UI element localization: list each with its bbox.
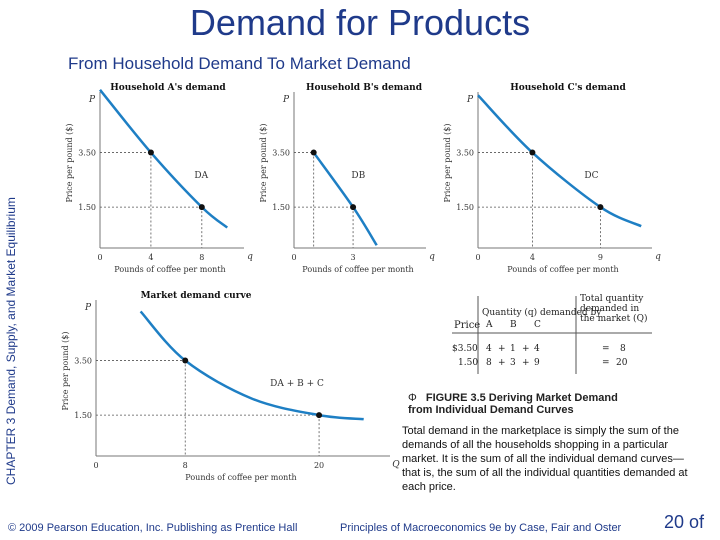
curve-label: DB xyxy=(351,171,365,181)
x-axis-label: Pounds of coffee per month xyxy=(185,473,296,482)
chart-household-c: Household C's demand Pq Price per pound ($… xyxy=(443,83,661,274)
chart-title: Market demand curve xyxy=(141,291,252,301)
demand-curve xyxy=(139,310,364,421)
curve-label: DC xyxy=(584,171,598,181)
table-row-total: 20 xyxy=(616,358,628,368)
slide-subtitle: From Household Demand To Market Demand xyxy=(68,54,411,73)
table-row-eq: = xyxy=(602,358,610,368)
chart-household-a: Household A's demand Pq Price per pound ($… xyxy=(65,83,253,274)
table-col-a: A xyxy=(486,320,493,330)
table-row-op1: + xyxy=(498,358,506,368)
curve-label: DA xyxy=(194,171,208,181)
table-col-price: Price xyxy=(454,320,481,331)
curve-label: DA + B + C xyxy=(270,379,324,389)
table-rules xyxy=(452,296,652,374)
figure-caption: Total demand in the marketplace is simpl… xyxy=(402,425,688,493)
chart-market-demand: Market demand curve P Q Price per pound ($)… xyxy=(61,291,400,482)
page-number: 20 of xyxy=(664,512,705,532)
x-tick-label: 0 xyxy=(93,461,98,470)
x-axis-symbol: Q xyxy=(392,460,400,470)
y-axis-symbol: P xyxy=(84,303,92,313)
table-row-op2: + xyxy=(522,358,530,368)
x-axis-label: Pounds of coffee per month xyxy=(302,265,413,274)
demand-point xyxy=(182,357,189,364)
demand-point xyxy=(350,204,357,211)
y-axis-symbol: P xyxy=(282,95,290,105)
table-row-b: 3 xyxy=(510,358,516,368)
table-header-quantity: Quantity (q) demanded by xyxy=(482,308,602,318)
table-row-c: 9 xyxy=(534,358,540,368)
table-row-price: 1.50 xyxy=(458,358,479,368)
y-tick-label: 1.50 xyxy=(272,203,290,212)
chart-title: Household C's demand xyxy=(510,83,626,93)
y-axis-symbol: P xyxy=(88,95,96,105)
demand-point xyxy=(597,204,604,211)
y-tick-label: 3.50 xyxy=(78,149,96,158)
x-tick-label: 4 xyxy=(530,253,535,262)
table-col-b: B xyxy=(510,320,517,330)
demand-curve xyxy=(312,151,378,246)
table-row-op1: + xyxy=(498,344,506,354)
x-tick-label: 20 xyxy=(314,461,324,470)
x-tick-label: 0 xyxy=(475,253,480,262)
table-row-b: 1 xyxy=(510,344,516,354)
x-axis-symbol: q xyxy=(247,252,253,262)
y-axis-symbol: P xyxy=(466,95,474,105)
demand-point xyxy=(316,412,323,419)
x-tick-label: 0 xyxy=(291,253,296,262)
copyright-footer: © 2009 Pearson Education, Inc. Publishin… xyxy=(8,522,298,534)
x-tick-label: 4 xyxy=(148,253,153,262)
x-tick-label: 9 xyxy=(598,253,603,262)
slide-title: Demand for Products xyxy=(189,2,531,43)
chart-household-b: Household B's demand Pq Price per pound ($… xyxy=(259,83,435,274)
figure-symbol: Φ xyxy=(408,392,417,404)
table-row-a: 8 xyxy=(486,358,492,368)
x-tick-label: 0 xyxy=(97,253,102,262)
figure-label-line1: FIGURE 3.5 Deriving Market Demand xyxy=(425,392,618,404)
x-axis-symbol: q xyxy=(429,252,435,262)
y-axis-label: Price per pound ($) xyxy=(65,124,74,203)
table-row-eq: = xyxy=(602,344,610,354)
demand-curve xyxy=(477,94,642,228)
y-tick-label: 3.50 xyxy=(456,149,474,158)
x-axis-label: Pounds of coffee per month xyxy=(114,265,225,274)
figure-label-line2: from Individual Demand Curves xyxy=(408,404,574,416)
y-tick-label: 1.50 xyxy=(78,203,96,212)
table-row-total: 8 xyxy=(620,344,626,354)
y-tick-label: 1.50 xyxy=(74,411,92,420)
y-tick-label: 1.50 xyxy=(456,203,474,212)
demand-curve xyxy=(99,89,229,229)
demand-point xyxy=(198,204,205,211)
demand-point xyxy=(529,149,536,156)
table-row-op2: + xyxy=(522,344,530,354)
y-tick-label: 3.50 xyxy=(272,149,290,158)
table-row-price: $3.50 xyxy=(452,344,478,354)
y-axis-label: Price per pound ($) xyxy=(61,332,70,411)
demand-point xyxy=(147,149,154,156)
x-tick-label: 8 xyxy=(199,253,204,262)
chart-title: Household B's demand xyxy=(306,83,423,93)
x-axis-label: Pounds of coffee per month xyxy=(507,265,618,274)
x-axis-symbol: q xyxy=(655,252,661,262)
chart-title: Household A's demand xyxy=(110,83,226,93)
table-row-a: 4 xyxy=(486,344,492,354)
demand-table: Quantity (q) demanded by Total quantity … xyxy=(452,292,652,374)
demand-point xyxy=(310,149,317,156)
y-axis-label: Price per pound ($) xyxy=(259,124,268,203)
table-row-c: 4 xyxy=(534,344,540,354)
table-col-c: C xyxy=(534,320,541,330)
x-tick-label: 3 xyxy=(351,253,356,262)
y-tick-label: 3.50 xyxy=(74,357,92,366)
x-tick-label: 8 xyxy=(183,461,188,470)
y-axis-label: Price per pound ($) xyxy=(443,124,452,203)
chapter-side-label: CHAPTER 3 Demand, Supply, and Market Equ… xyxy=(4,197,18,485)
book-footer: Principles of Macroeconomics 9e by Case,… xyxy=(340,522,622,534)
table-header-total: Total quantity demanded in the market (Q… xyxy=(580,294,648,324)
figure-label: Φ FIGURE 3.5 Deriving Market Demand from… xyxy=(408,392,708,416)
